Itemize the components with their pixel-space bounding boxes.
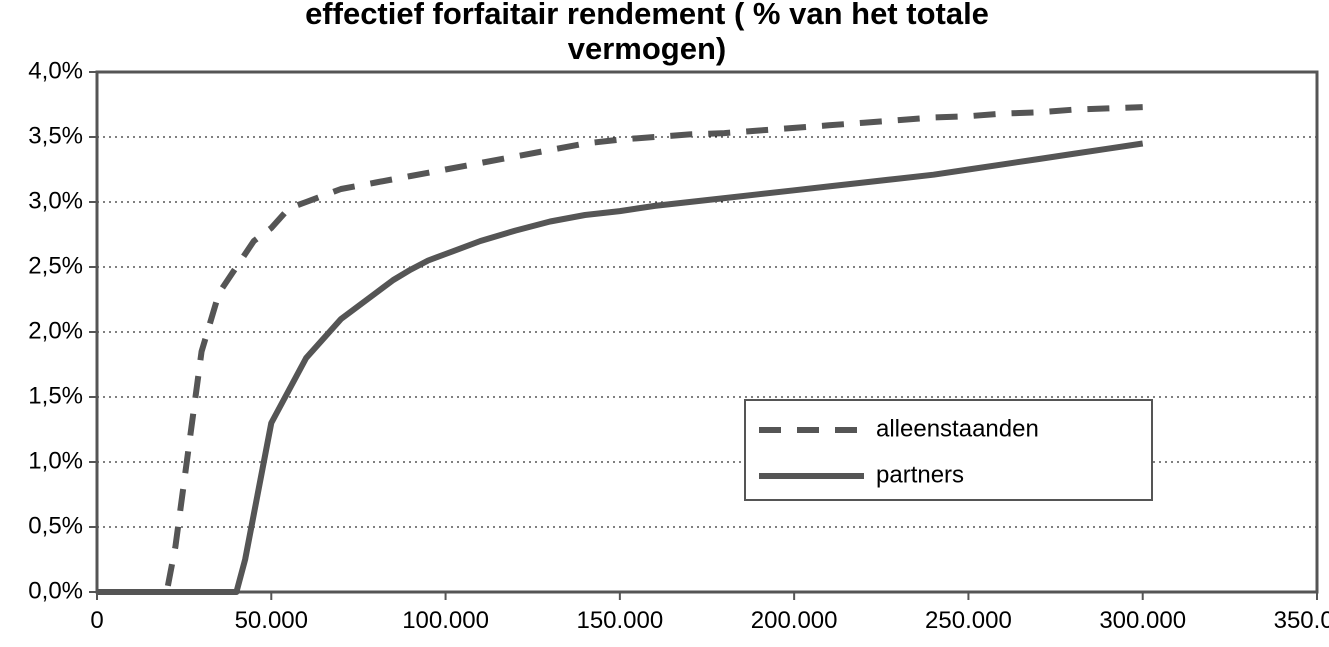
y-tick-label: 2,0%	[28, 317, 83, 344]
y-tick-label: 3,0%	[28, 187, 83, 214]
y-tick-label: 3,5%	[28, 122, 83, 149]
chart-title-line1: effectief forfaitair rendement ( % van h…	[305, 0, 989, 31]
x-tick-label: 300.000	[1099, 607, 1186, 634]
y-tick-label: 0,0%	[28, 577, 83, 604]
chart-svg: 0,0% 0,5% 1,0% 1,5% 2,0% 2,5% 3,0% 3,5% 4,0% 0 50.…	[0, 0, 1329, 647]
legend-label-partners: partners	[876, 461, 964, 488]
x-tick-label: 50.000	[235, 607, 308, 634]
chart-container: 0,0% 0,5% 1,0% 1,5% 2,0% 2,5% 3,0% 3,5% 4,0% 0 50.…	[0, 0, 1329, 647]
y-tick-label: 1,5%	[28, 382, 83, 409]
x-tick-label: 250.000	[925, 607, 1012, 634]
y-tick-label: 1,0%	[28, 447, 83, 474]
y-tick-label: 2,5%	[28, 252, 83, 279]
x-tick-label: 350.000	[1274, 607, 1329, 634]
x-tick-label: 150.000	[576, 607, 663, 634]
y-tick-label: 0,5%	[28, 512, 83, 539]
x-tick-label: 100.000	[402, 607, 489, 634]
legend-label-alleenstaanden: alleenstaanden	[876, 415, 1039, 442]
x-tick-label: 200.000	[751, 607, 838, 634]
y-tick-label: 4,0%	[28, 57, 83, 84]
chart-title-line2: vermogen)	[568, 31, 726, 66]
x-tick-label: 0	[90, 607, 103, 634]
